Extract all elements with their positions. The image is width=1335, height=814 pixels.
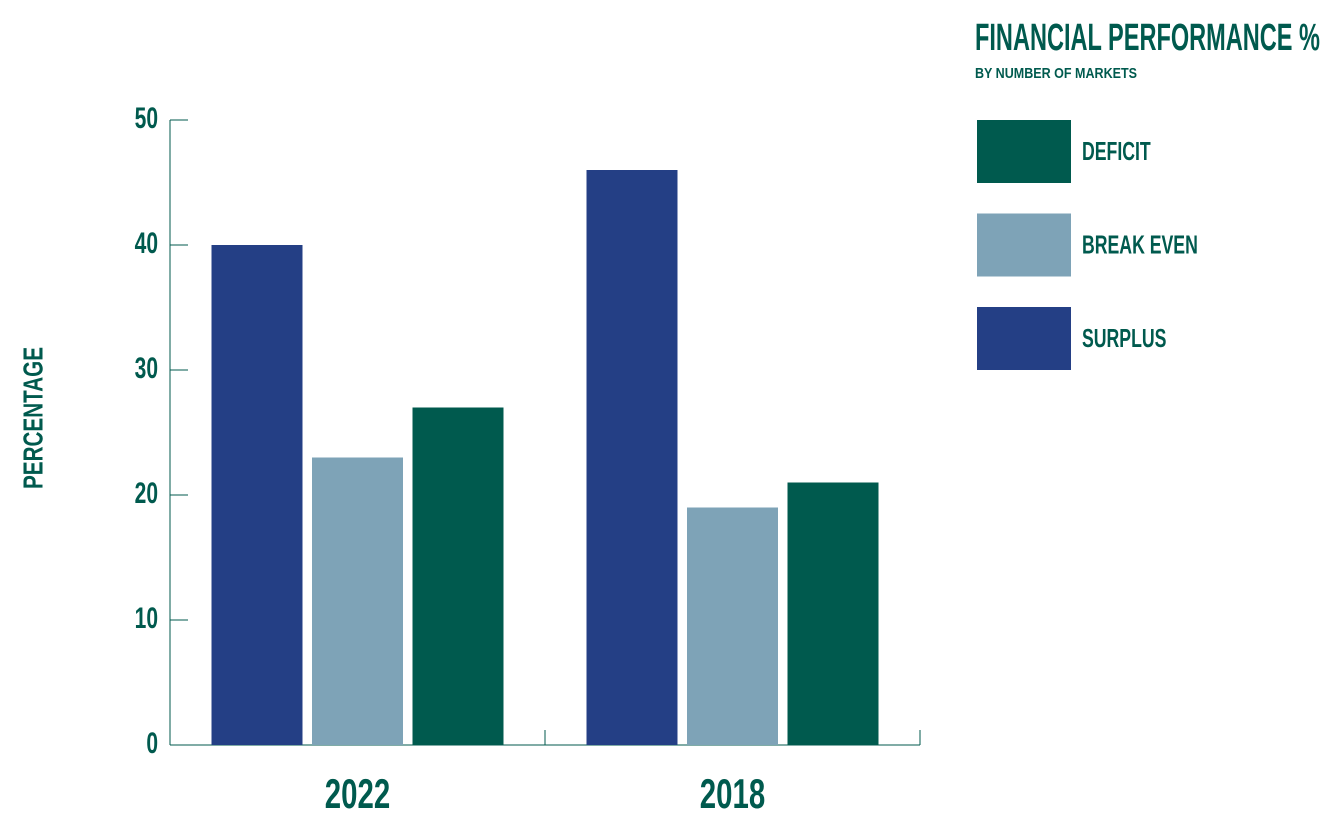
y-tick-label: 10	[135, 602, 158, 634]
y-axis-label: PERCENTAGE	[17, 347, 48, 489]
y-tick-label: 40	[135, 227, 158, 259]
bar	[586, 170, 678, 745]
y-tick-label: 50	[135, 102, 158, 134]
legend-swatch	[977, 307, 1071, 370]
legend-label: DEFICIT	[1082, 136, 1151, 165]
bar	[787, 482, 879, 745]
y-tick-label: 0	[146, 727, 158, 759]
bar	[312, 457, 403, 745]
x-tick-label: 2022	[325, 770, 390, 814]
y-tick-label: 30	[135, 352, 158, 384]
x-tick-label: 2018	[700, 770, 765, 814]
legend-swatch	[977, 213, 1071, 277]
y-tick-label: 20	[135, 477, 158, 509]
chart-subtitle: BY NUMBER OF MARKETS	[975, 65, 1137, 82]
bar	[412, 407, 504, 745]
legend-swatch	[977, 120, 1071, 183]
chart-title: FINANCIAL PERFORMANCE %	[975, 17, 1320, 59]
bar	[687, 507, 778, 745]
legend-label: SURPLUS	[1082, 323, 1166, 352]
bar	[211, 245, 303, 745]
legend-label: BREAK EVEN	[1082, 230, 1198, 259]
